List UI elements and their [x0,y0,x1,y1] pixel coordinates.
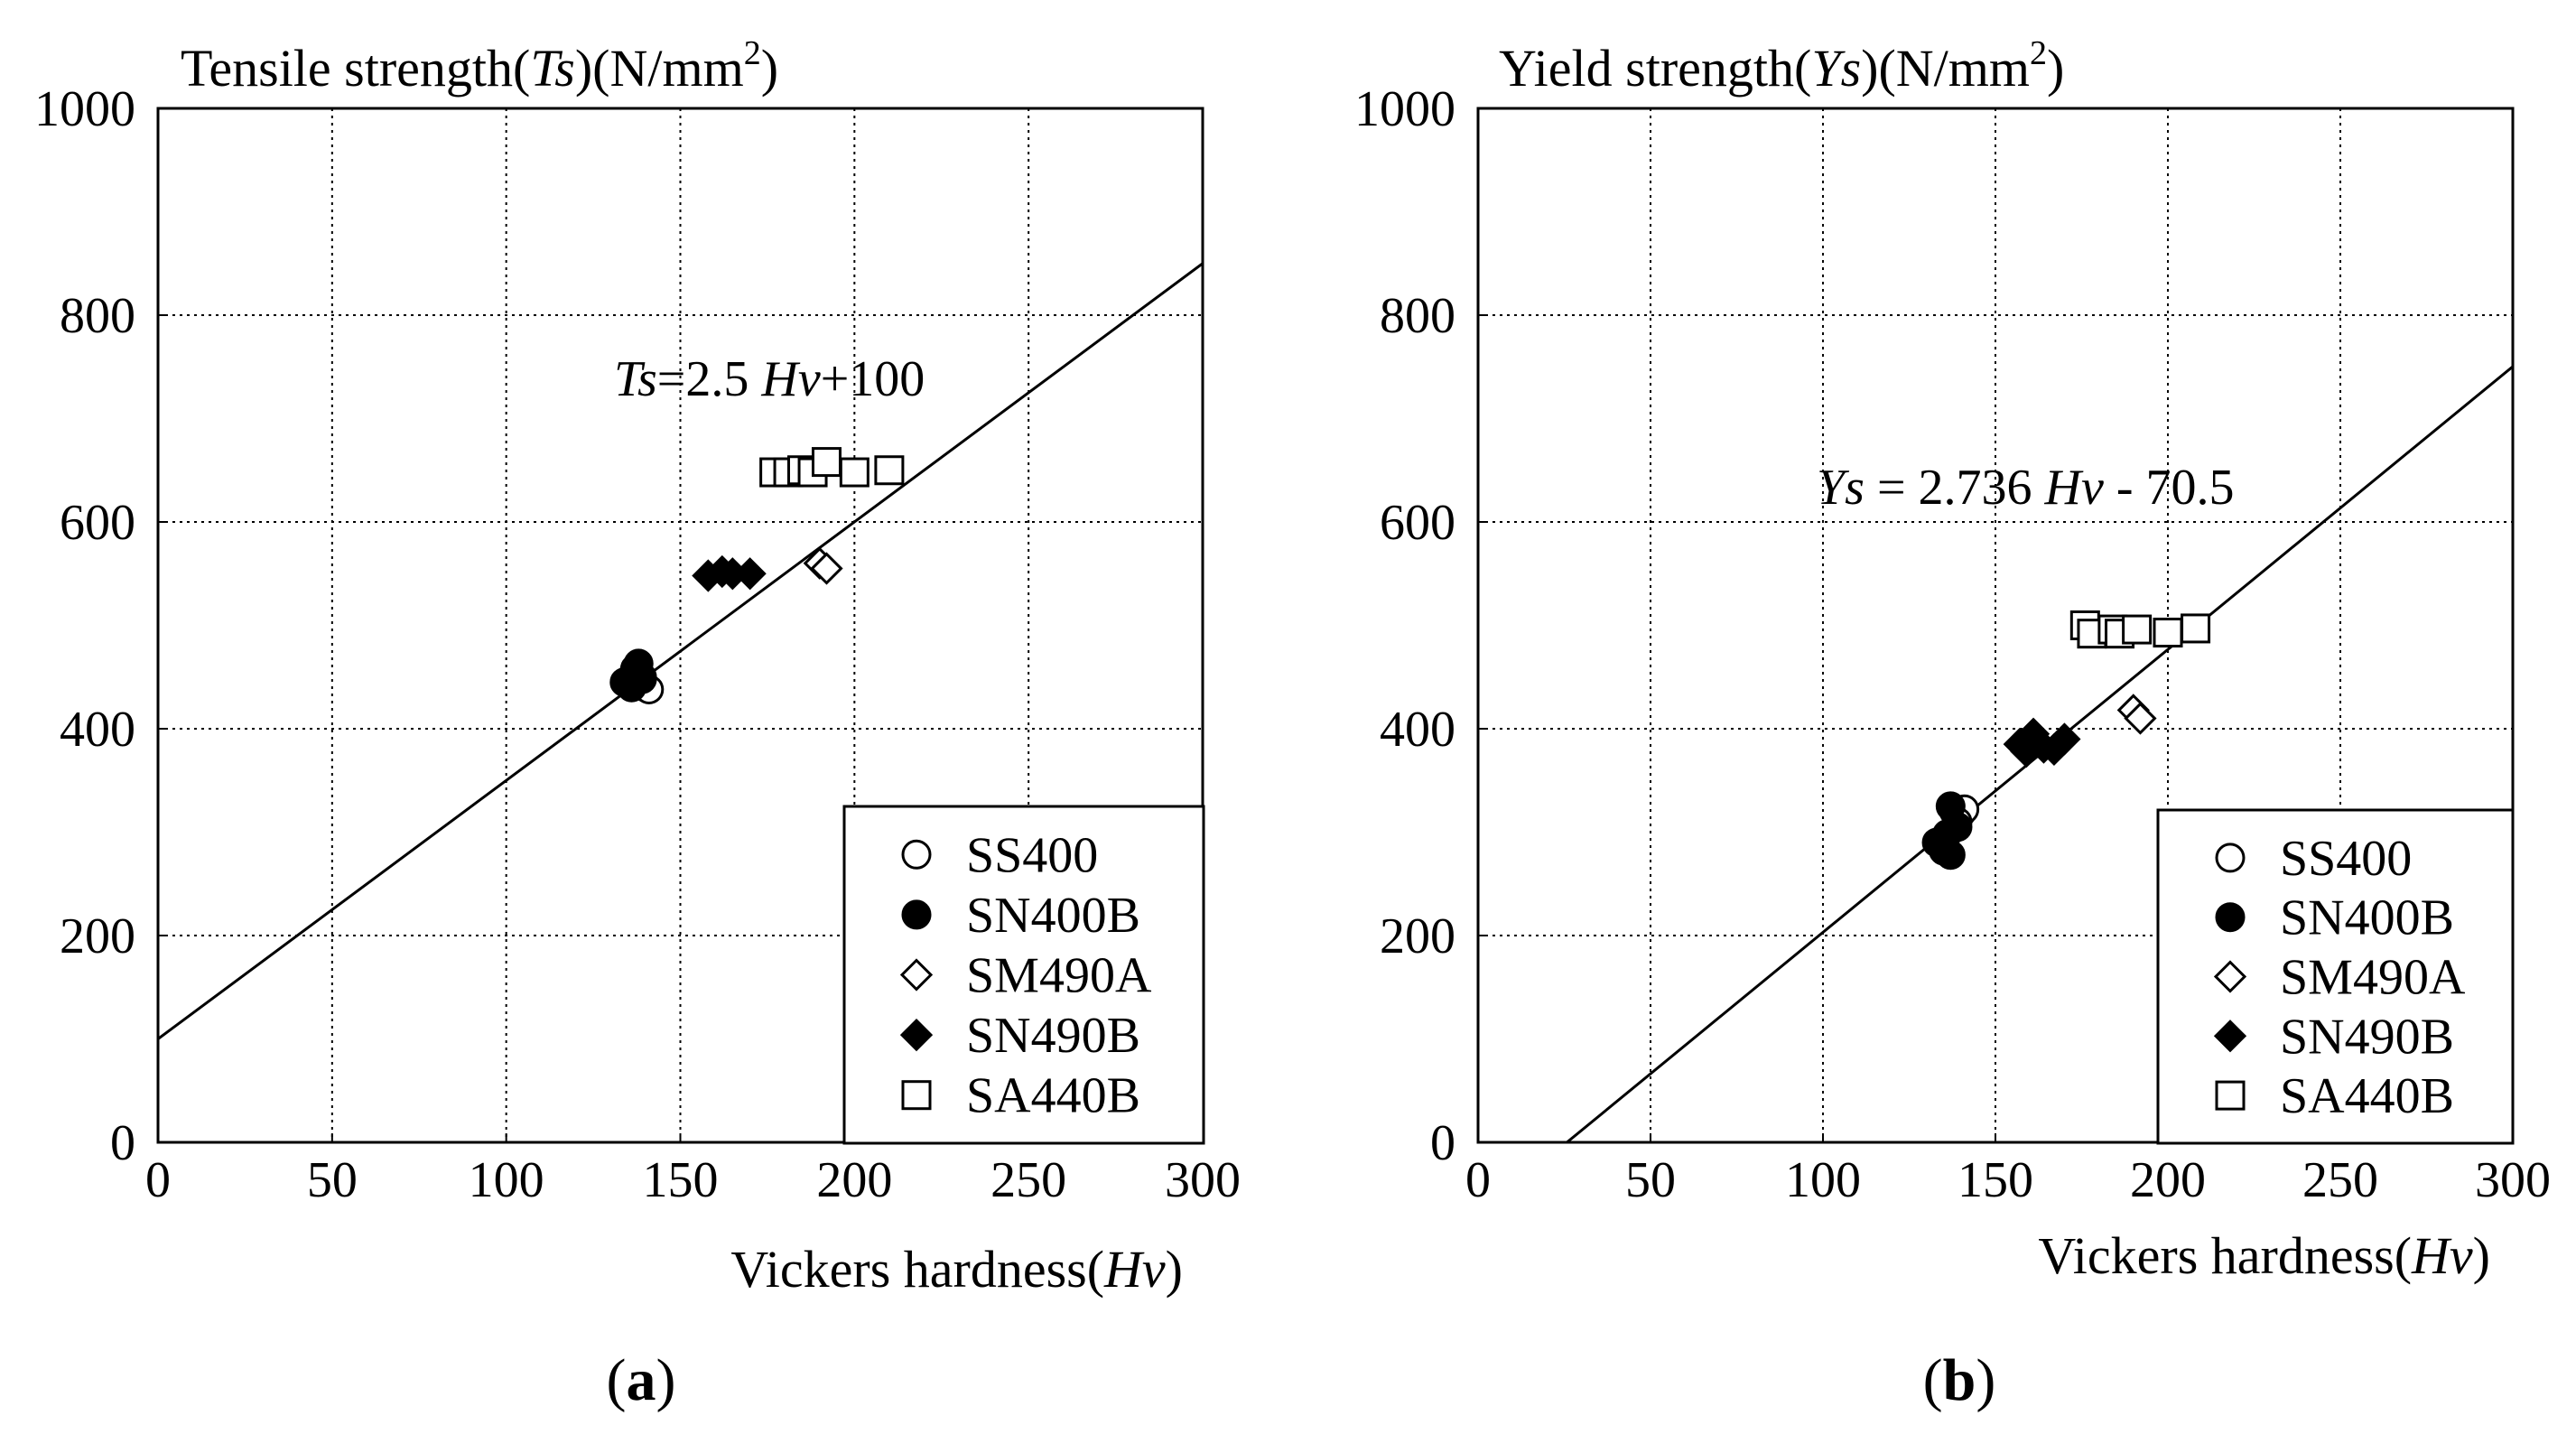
data-point-sm490a [2124,702,2157,735]
legend-marker-sn400b [901,899,932,930]
legend-marker-sn490b [899,1018,934,1052]
series-sn490b [692,554,767,592]
fit-equation: Ys = 2.736 Hv - 70.5 [1817,460,2234,516]
y-tick-label: 1000 [34,81,135,137]
data-point-sa440b [811,447,842,478]
y-tick-label: 400 [1380,702,1455,758]
legend-marker-sn400b [2215,902,2246,933]
legend-label-ss400: SS400 [2280,831,2412,887]
fit-line [158,262,1203,1040]
legend-label-sn490b: SN490B [966,1008,1140,1064]
fit-line [1565,365,2513,1142]
y-tick-label: 0 [1430,1115,1455,1171]
legend-label-sn400b: SN400B [2280,890,2454,946]
series-sn400b [1921,791,1973,871]
x-axis-label: Vickers hardness(Hv) [730,1240,1183,1299]
legend-label-sm490a: SM490A [966,948,1152,1004]
data-point-sn400b [1935,840,1966,871]
data-point-sa440b [2122,614,2153,645]
series-sm490a [2116,694,2157,735]
legend-marker-sm490a [2213,960,2247,993]
y-tick-label: 400 [60,702,135,758]
chart-panel-a: 0 50 100 150 200 250 300 0 200 400 600 800 1000 Tensi… [34,34,1241,1299]
series-sm490a [803,546,843,585]
legend-marker-sa440b [901,1080,932,1111]
series-sn490b [2003,717,2081,768]
x-tick-label: 200 [816,1152,892,1208]
x-tick-label: 250 [2302,1152,2378,1208]
panel-label-a: (a) [607,1347,676,1413]
x-tick-label: 150 [1958,1152,2033,1208]
x-tick-label: 50 [307,1152,358,1208]
y-tick-label: 800 [60,288,135,344]
data-point-sa440b [2181,613,2211,644]
legend-label-sa440b: SA440B [2280,1068,2454,1124]
x-tick-label: 0 [145,1152,171,1208]
legend-label-sn490b: SN490B [2280,1009,2454,1065]
y-tick-label: 600 [1380,495,1455,551]
data-point-sm490a [810,552,843,585]
x-tick-label: 0 [1465,1152,1491,1208]
y-tick-label: 800 [1380,288,1455,344]
data-point-sa440b [2153,618,2183,648]
y-tick-label: 600 [60,495,135,551]
series-sn400b [609,648,657,703]
fit-equation: Ts=2.5 Hv+100 [614,351,925,407]
x-tick-label: 250 [990,1152,1066,1208]
x-tick-label: 100 [469,1152,544,1208]
y-tick-label: 1000 [1354,81,1455,137]
data-point-sn400b [1942,812,1973,843]
legend-marker-sn490b [2213,1020,2247,1053]
data-point-sn490b [2048,722,2081,756]
x-tick-label: 150 [643,1152,719,1208]
chart-title: Yield strength(Ys)(N/mm2) [1499,34,2064,98]
y-tick-label: 200 [1380,908,1455,964]
legend-label-sm490a: SM490A [2280,950,2466,1006]
x-tick-label: 300 [1165,1152,1241,1208]
chart-title: Tensile strength(Ts)(N/mm2) [181,34,778,98]
legend-marker-sm490a [899,958,934,992]
x-tick-label: 50 [1625,1152,1676,1208]
legend-marker-ss400 [2215,843,2246,873]
series-sa440b [759,447,905,488]
x-tick-label: 300 [2475,1152,2551,1208]
y-tick-label: 200 [60,908,135,964]
series-sa440b [2069,610,2211,649]
panel-label-b: (b) [1923,1347,1996,1413]
x-tick-label: 200 [2130,1152,2206,1208]
data-point-sn490b [733,557,767,591]
legend-label-sn400b: SN400B [966,888,1140,944]
legend-marker-sa440b [2215,1080,2246,1111]
data-point-sa440b [874,455,905,486]
legend-marker-ss400 [901,839,932,870]
legend-label-sa440b: SA440B [966,1068,1140,1124]
x-axis-label: Vickers hardness(Hv) [2038,1226,2490,1285]
data-point-sa440b [839,457,870,488]
legend-label-ss400: SS400 [966,827,1098,883]
y-tick-label: 0 [110,1115,135,1171]
data-point-sn400b [617,672,647,703]
x-tick-label: 100 [1785,1152,1861,1208]
chart-panel-b: 0 50 100 150 200 250 300 0 200 400 600 800 1000 Yield… [1354,34,2551,1285]
